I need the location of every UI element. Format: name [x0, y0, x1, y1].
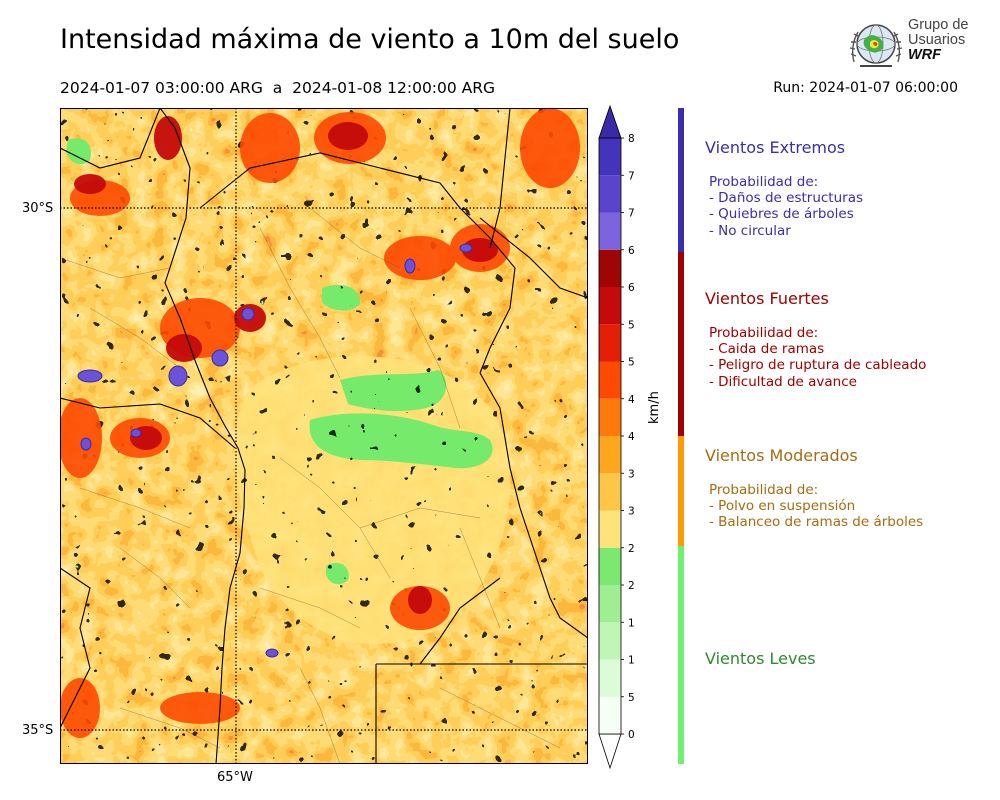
wind-map	[60, 108, 588, 764]
category-line: Probabilidad de:	[709, 325, 819, 341]
category-block: Vientos Moderados Probabilidad de: - Polvo…	[705, 446, 923, 531]
colorbar-tick-label: 5	[628, 692, 635, 704]
graticule	[60, 108, 588, 764]
colorbar-unit: km/h	[647, 391, 662, 424]
colorbar-segment	[599, 287, 621, 325]
category-line: - Balanceo de ramas de árboles	[709, 514, 924, 531]
wrf-logo: Grupo de Usuarios WRF	[846, 14, 976, 76]
category-description: Probabilidad de: - Caida de ramas - Peligr…	[709, 325, 926, 390]
category-line: - Polvo en suspensión	[709, 498, 856, 515]
colorbar-tick-label: 30	[628, 506, 635, 518]
colorbar-tick-label: 35	[628, 468, 635, 480]
colorbar-tick-label: 0	[628, 729, 635, 741]
category-line: - No circular	[709, 222, 791, 239]
colorbar-over-arrow	[598, 104, 622, 139]
colorbar-tick-label: 10	[628, 655, 635, 667]
colorbar-segment	[599, 138, 621, 176]
chart-title: Intensidad máxima de viento a 10m del su…	[60, 24, 680, 55]
borders	[60, 108, 588, 764]
colorbar-segment	[599, 398, 621, 436]
category-description: Probabilidad de: - Polvo en suspensión - B…	[709, 482, 923, 531]
lat-label-35s: 35°S	[22, 723, 54, 738]
logo-line2: Usuarios	[908, 32, 966, 48]
category-block: Vientos Leves	[705, 649, 816, 668]
colorbar-tick-label: 75	[628, 170, 635, 182]
category-title: Vientos Moderados	[705, 446, 858, 465]
category-line: Probabilidad de:	[709, 174, 819, 190]
colorbar-tick-label: 40	[628, 431, 635, 443]
run-time: Run: 2024-01-07 06:00:00	[773, 80, 958, 96]
category-title: Vientos Leves	[705, 649, 816, 668]
colorbar-tick-label: 25	[628, 543, 635, 555]
category-line: - Peligro de ruptura de cableado	[709, 357, 927, 374]
colorbar-segment	[599, 547, 621, 585]
colorbar-segment	[599, 585, 621, 623]
colorbar-segment	[599, 361, 621, 399]
colorbar-tick-label: 50	[628, 357, 635, 369]
colorbar-segment	[599, 696, 621, 734]
wrf-globe-icon	[849, 24, 903, 67]
colorbar-segment	[599, 510, 621, 548]
colorbar-tick-label: 20	[628, 580, 635, 592]
logo-line1: Grupo de	[908, 17, 969, 33]
colorbar-segment	[599, 175, 621, 213]
colorbar: 0 5 10 15 20 25 30 35 40 45 50 55 60 65 70 75 80	[598, 104, 635, 770]
logo-line3: WRF	[908, 47, 942, 63]
lat-label-30s: 30°S	[22, 201, 54, 216]
lon-label-65w: 65°W	[217, 770, 253, 785]
category-title: Vientos Fuertes	[705, 289, 829, 308]
category-bar	[678, 436, 684, 546]
colorbar-tick-label: 45	[628, 394, 635, 406]
colorbar-segment	[599, 659, 621, 697]
colorbar-segment	[599, 212, 621, 250]
category-block: Vientos Fuertes Probabilidad de: - Caida d…	[705, 289, 926, 390]
category-bar	[678, 252, 684, 436]
colorbar-tick-label: 15	[628, 617, 635, 629]
colorbar-tick-label: 70	[628, 208, 635, 220]
category-block: Vientos Extremos Probabilidad de: - Daños …	[705, 138, 863, 239]
colorbar-tick-label: 80	[628, 133, 635, 145]
category-line: - Quiebres de árboles	[709, 206, 854, 223]
colorbar-tick-label: 55	[628, 319, 635, 331]
colorbar-under-arrow	[598, 733, 622, 770]
colorbar-segment	[599, 436, 621, 474]
category-line: Probabilidad de:	[709, 482, 819, 498]
colorbar-tick-label: 60	[628, 282, 635, 294]
valid-period: 2024-01-07 03:00:00 ARG a 2024-01-08 12:…	[60, 79, 496, 97]
colorbar-segment	[599, 324, 621, 362]
category-bar	[678, 546, 684, 764]
category-bar	[678, 108, 684, 252]
colorbar-tick-label: 65	[628, 245, 635, 257]
category-line: - Dificultad de avance	[709, 373, 857, 390]
category-line: - Caida de ramas	[709, 341, 825, 358]
colorbar-segment	[599, 473, 621, 511]
category-line: - Daños de estructuras	[709, 190, 864, 207]
department-lines	[60, 207, 561, 764]
colorbar-segment	[599, 249, 621, 287]
colorbar-segment	[599, 622, 621, 660]
category-description: Probabilidad de: - Daños de estructuras - …	[709, 174, 863, 239]
category-title: Vientos Extremos	[705, 138, 846, 157]
